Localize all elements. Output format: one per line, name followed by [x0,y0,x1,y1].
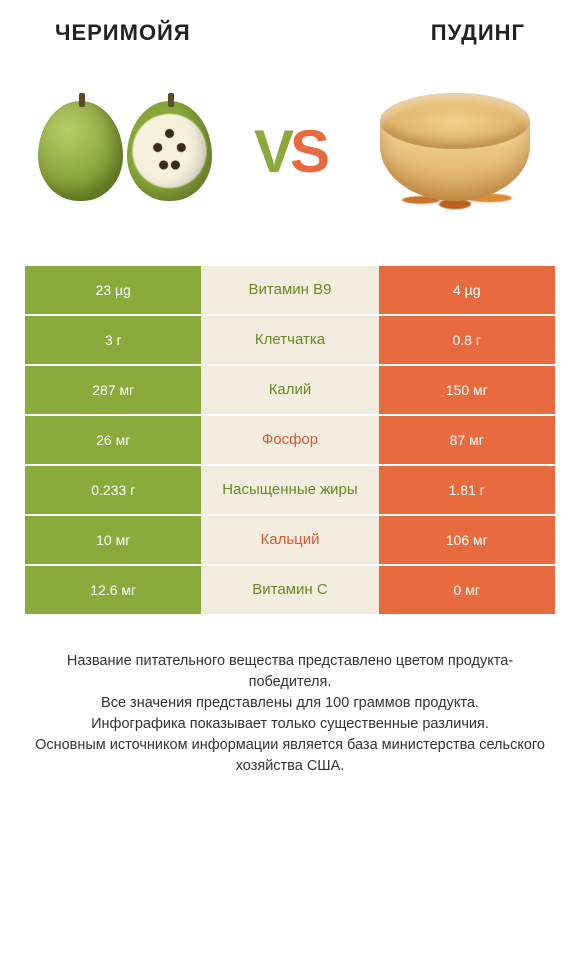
cell-right-value: 4 µg [379,266,555,314]
cell-nutrient-label: Витамин C [201,566,378,614]
footer-line: Название питательного вещества представл… [30,651,550,693]
table-row: 0.233 гНасыщенные жиры1.81 г [25,466,555,516]
table-row: 26 мгФосфор87 мг [25,416,555,466]
hero-row: VS [25,76,555,226]
cell-left-value: 23 µg [25,266,201,314]
table-row: 12.6 мгВитамин C0 мг [25,566,555,616]
cell-nutrient-label: Витамин B9 [201,266,378,314]
footer-line: Основным источником информации является … [30,735,550,777]
vs-label: VS [254,117,326,186]
title-left: ЧЕРИМОЙЯ [55,20,191,46]
titles-row: ЧЕРИМОЙЯ ПУДИНГ [25,20,555,46]
table-row: 10 мгКальций106 мг [25,516,555,566]
cell-left-value: 3 г [25,316,201,364]
cell-left-value: 10 мг [25,516,201,564]
cell-right-value: 0.8 г [379,316,555,364]
cell-right-value: 106 мг [379,516,555,564]
table-row: 287 мгКалий150 мг [25,366,555,416]
cell-right-value: 0 мг [379,566,555,614]
footer-notes: Название питательного вещества представл… [25,651,555,777]
vs-v: V [254,118,290,185]
comparison-table: 23 µgВитамин B94 µg3 гКлетчатка0.8 г287 … [25,266,555,616]
cell-right-value: 87 мг [379,416,555,464]
footer-line: Инфографика показывает только существенн… [30,714,550,735]
pudding-image [365,76,545,226]
cell-left-value: 0.233 г [25,466,201,514]
vs-s: S [290,118,326,185]
cell-nutrient-label: Фосфор [201,416,378,464]
cell-nutrient-label: Калий [201,366,378,414]
cell-right-value: 150 мг [379,366,555,414]
cell-left-value: 12.6 мг [25,566,201,614]
cherimoya-image [35,76,215,226]
cell-nutrient-label: Насыщенные жиры [201,466,378,514]
cell-right-value: 1.81 г [379,466,555,514]
cell-nutrient-label: Кальций [201,516,378,564]
title-right: ПУДИНГ [431,20,525,46]
footer-line: Все значения представлены для 100 граммо… [30,693,550,714]
cell-left-value: 26 мг [25,416,201,464]
table-row: 23 µgВитамин B94 µg [25,266,555,316]
table-row: 3 гКлетчатка0.8 г [25,316,555,366]
cell-left-value: 287 мг [25,366,201,414]
cell-nutrient-label: Клетчатка [201,316,378,364]
